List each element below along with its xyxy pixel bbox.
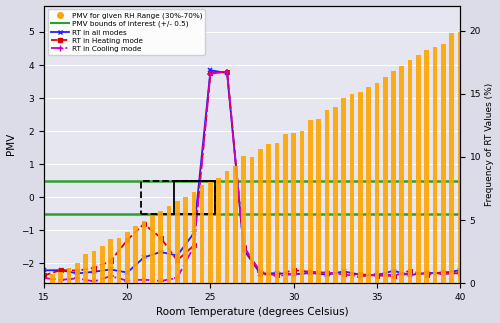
Bar (58, 272, 63, 283)
Bar (134, 226, 138, 283)
Bar (116, 238, 121, 283)
Bar (100, 246, 104, 283)
Bar (316, 119, 321, 283)
Bar (250, 157, 254, 283)
Bar (358, 92, 362, 283)
Bar (192, 192, 196, 283)
Bar (183, 197, 188, 283)
Bar (450, 33, 454, 283)
Bar (391, 71, 396, 283)
Bar (374, 83, 379, 283)
Legend: PMV for given RH Range (30%-70%), PMV bounds of interest (+/- 0.5), RT in all mo: PMV for given RH Range (30%-70%), PMV bo… (48, 9, 205, 55)
Bar (142, 221, 146, 283)
Bar (200, 185, 204, 283)
Bar (92, 251, 96, 283)
Bar (175, 201, 180, 283)
Bar (424, 50, 429, 283)
Bar (233, 166, 238, 283)
Bar (208, 182, 213, 283)
Bar (266, 144, 271, 283)
Bar (458, 32, 462, 283)
X-axis label: Room Temperature (degrees Celsius): Room Temperature (degrees Celsius) (156, 307, 348, 318)
Bar (66, 268, 71, 283)
Bar (441, 44, 446, 283)
Bar (308, 120, 312, 283)
Bar (108, 239, 113, 283)
Bar (158, 211, 163, 283)
Bar (416, 55, 421, 283)
Bar (258, 149, 262, 283)
Bar (408, 60, 412, 283)
Bar (383, 77, 388, 283)
Bar (274, 143, 280, 283)
Bar (300, 131, 304, 283)
Y-axis label: Frequency of RT Values (%): Frequency of RT Values (%) (486, 83, 494, 206)
Bar (433, 47, 438, 283)
Bar (292, 133, 296, 283)
Y-axis label: PMV: PMV (6, 133, 16, 155)
Bar (242, 156, 246, 283)
Bar (342, 98, 346, 283)
Bar (42, 282, 46, 283)
Bar (125, 232, 130, 283)
Bar (333, 107, 338, 283)
Bar (283, 134, 288, 283)
Bar (84, 254, 88, 283)
Bar (174, 181, 216, 214)
Bar (225, 171, 230, 283)
Bar (50, 274, 54, 283)
Bar (140, 181, 216, 214)
Bar (400, 67, 404, 283)
Bar (324, 110, 330, 283)
Bar (75, 263, 80, 283)
Bar (216, 178, 221, 283)
Bar (350, 94, 354, 283)
Bar (366, 87, 371, 283)
Bar (166, 206, 171, 283)
Bar (150, 216, 154, 283)
